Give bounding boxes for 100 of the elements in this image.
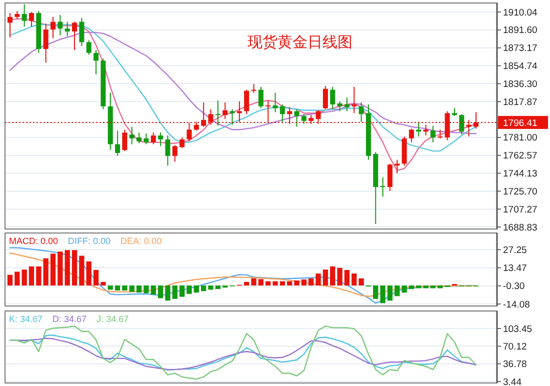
candlestick <box>72 21 78 50</box>
bar <box>93 270 99 286</box>
bar <box>244 282 250 286</box>
candlestick <box>244 89 250 115</box>
bar <box>72 250 78 286</box>
bar <box>194 285 199 293</box>
bar <box>58 252 63 286</box>
bar <box>100 282 106 286</box>
candlestick <box>230 108 235 126</box>
y-tick-label: 1836.30 <box>503 78 538 90</box>
bar <box>387 285 393 301</box>
candlestick <box>258 86 264 109</box>
candlestick <box>186 122 192 142</box>
candlestick <box>122 129 128 152</box>
bar <box>150 285 156 295</box>
y-tick-label: 1744.13 <box>503 168 538 180</box>
candlestick <box>172 144 178 162</box>
candlestick <box>272 92 278 113</box>
y-tick-label: 3.44 <box>503 376 522 386</box>
candlestick <box>337 100 342 112</box>
bar <box>352 274 357 286</box>
bar <box>308 278 314 286</box>
bar <box>215 285 220 290</box>
bar <box>64 250 70 286</box>
bar <box>380 285 386 304</box>
y-tick-label: 1781.00 <box>503 132 538 144</box>
y-tick-label: 1910.04 <box>503 7 538 18</box>
candlestick <box>158 132 164 147</box>
bar <box>22 270 27 286</box>
bar <box>337 268 342 286</box>
series-label: K: 34.67 <box>9 314 43 324</box>
candlestick <box>115 130 120 156</box>
candlestick <box>43 23 48 64</box>
bar <box>394 285 400 296</box>
candlestick <box>322 85 328 110</box>
bar <box>402 285 407 293</box>
y-tick-label: 70.12 <box>503 341 527 352</box>
candlestick <box>22 4 27 28</box>
bar <box>114 285 120 290</box>
y-tick-label: 27.25 <box>503 244 527 256</box>
candlestick <box>29 12 34 28</box>
bar <box>14 272 20 286</box>
candlestick <box>344 97 350 112</box>
y-tick-label: 1707.27 <box>503 204 538 216</box>
bar <box>79 256 84 286</box>
candlestick <box>79 17 84 47</box>
y-tick-label: 1688.83 <box>503 222 538 234</box>
bar <box>301 279 307 286</box>
y-tick-label: 1725.70 <box>503 186 538 198</box>
bar <box>43 258 48 286</box>
candlestick <box>387 163 392 192</box>
series-label: J: 34.67 <box>96 314 129 324</box>
line-series <box>9 326 477 380</box>
ref-line-label: 1796.41 <box>503 118 538 129</box>
bar <box>222 285 228 288</box>
candlestick <box>352 86 357 114</box>
bar <box>36 266 42 286</box>
y-tick-label: -0.30 <box>503 281 525 292</box>
bar <box>287 281 292 286</box>
bar <box>280 281 286 286</box>
bar <box>50 254 56 286</box>
candlestick <box>165 134 170 166</box>
bar <box>28 266 34 286</box>
y-tick-label: 13.47 <box>503 263 527 274</box>
candlestick <box>64 21 70 37</box>
bar <box>358 278 364 286</box>
bar <box>272 281 278 286</box>
bar <box>258 279 264 286</box>
candlestick <box>301 114 306 124</box>
candlestick <box>222 102 228 120</box>
y-tick-label: -14.08 <box>503 299 530 310</box>
candlestick <box>7 12 13 38</box>
candlestick <box>459 114 464 136</box>
bar <box>122 285 128 290</box>
candlestick <box>416 121 422 137</box>
bar <box>408 285 414 290</box>
bar <box>423 285 428 288</box>
candlestick <box>136 132 142 144</box>
y-tick-label: 1873.17 <box>503 43 538 54</box>
candlestick <box>86 40 92 56</box>
candlestick <box>358 102 364 122</box>
y-tick-label: 1854.74 <box>503 61 538 72</box>
y-tick-label: 1762.57 <box>503 150 538 162</box>
bar <box>165 285 170 301</box>
bar <box>316 274 321 286</box>
y-tick-label: 1817.87 <box>503 96 538 108</box>
candlestick <box>215 100 220 126</box>
y-tick-label: 36.78 <box>503 359 527 370</box>
bar <box>344 270 350 286</box>
bar <box>200 285 206 292</box>
bar <box>322 270 328 286</box>
y-tick-label: 1891.60 <box>503 25 538 36</box>
candlestick <box>423 124 428 136</box>
bar <box>179 285 185 297</box>
bar <box>266 281 271 286</box>
bar <box>86 261 92 286</box>
candlestick <box>150 132 156 145</box>
text: DEA: 0.00 <box>120 236 162 246</box>
bar <box>251 278 256 286</box>
series-label: DIFF: 0.00 <box>68 236 111 246</box>
